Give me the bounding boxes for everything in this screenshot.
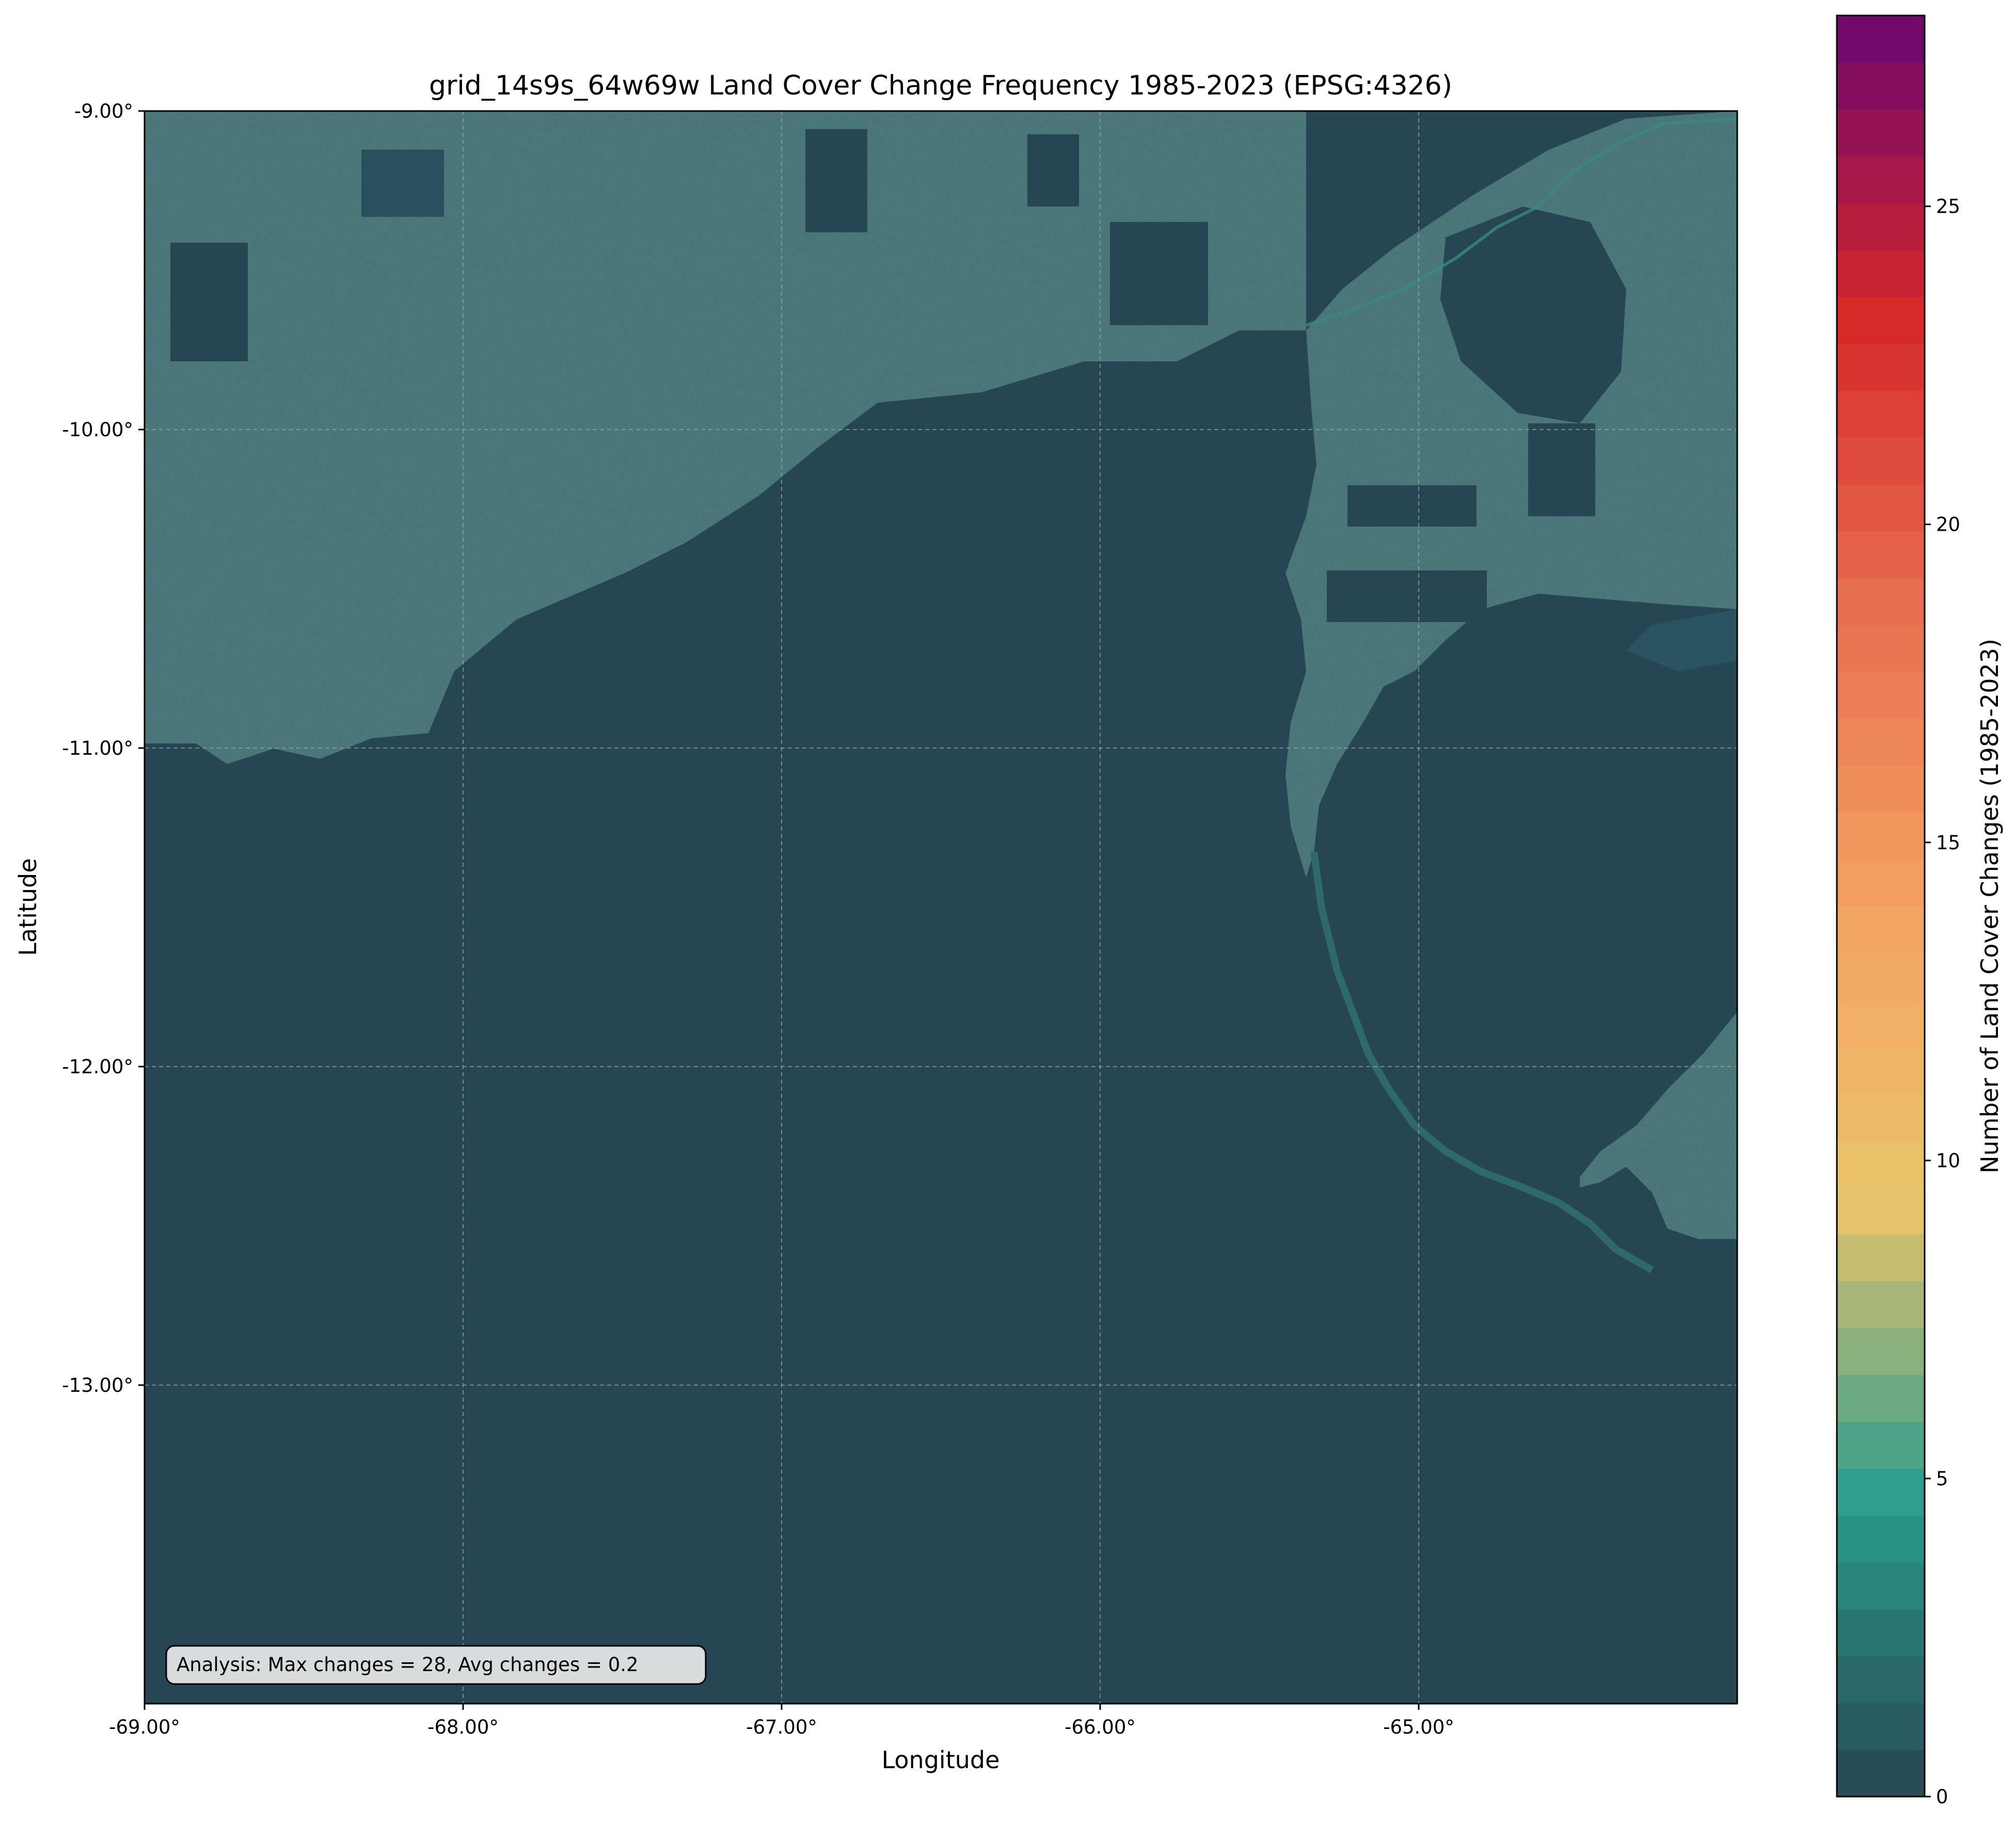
colorbar-segment: [1837, 390, 1925, 438]
river-line: [1306, 117, 1737, 327]
colorbar-segment: [1837, 859, 1925, 907]
colorbar-segment: [1837, 1750, 1925, 1797]
colorbar: [1837, 15, 1925, 1797]
x-tick-label: -69.00°: [109, 1716, 180, 1738]
analysis-annotation: Analysis: Max changes = 28, Avg changes …: [165, 1645, 707, 1685]
colorbar-segment: [1837, 1281, 1925, 1328]
y-tick-label: -9.00°: [74, 100, 133, 122]
forest-patch: [1347, 485, 1477, 527]
y-tick-label: -11.00°: [62, 737, 133, 759]
forest-patch: [1027, 134, 1079, 207]
colorbar-frame: [1836, 14, 1926, 1798]
colorbar-segment: [1837, 1140, 1925, 1188]
annotation-box: [165, 1645, 707, 1685]
colorbar-segment: [1837, 249, 1925, 297]
colorbar-segment: [1837, 672, 1925, 719]
y-tick-label: -10.00°: [62, 419, 133, 441]
x-tick-label: -67.00°: [746, 1716, 817, 1738]
colorbar-tick-label: 20: [1936, 514, 1960, 536]
colorbar-ticks: 0 5 10 15 20 25: [1925, 196, 1960, 1808]
forest-patch: [1110, 222, 1208, 325]
colorbar-segment: [1837, 1703, 1925, 1750]
forest-patch: [1327, 570, 1487, 622]
colorbar-segment: [1837, 1093, 1925, 1141]
colorbar-tick-label: 10: [1936, 1150, 1960, 1172]
colorbar-segment: [1837, 578, 1925, 625]
gridlines: [145, 111, 1737, 1704]
colorbar-segment: [1837, 718, 1925, 766]
colorbar-segment: [1837, 1421, 1925, 1469]
y-tick-label: -13.00°: [62, 1374, 133, 1396]
colorbar-segment: [1837, 812, 1925, 860]
colorbar-segment: [1837, 765, 1925, 813]
forest-patch: [1528, 423, 1595, 516]
colorbar-tick-label: 5: [1936, 1468, 1948, 1490]
colorbar-segment: [1837, 1468, 1925, 1516]
colorbar-segment: [1837, 62, 1925, 110]
y-tick-label: -12.00°: [62, 1056, 133, 1078]
colorbar-segment: [1837, 531, 1925, 579]
colorbar-tick-label: 0: [1936, 1786, 1948, 1808]
forest-patch: [170, 243, 248, 361]
map-area: [145, 111, 1737, 1704]
southeast-river-fringe: [1310, 851, 1654, 1274]
x-axis-label: Longitude: [882, 1746, 1000, 1774]
y-axis: -9.00° -10.00° -11.00° -12.00° -13.00°: [62, 100, 145, 1396]
colorbar-segment: [1837, 15, 1925, 63]
colorbar-segment: [1837, 999, 1925, 1047]
colorbar-segment: [1837, 296, 1925, 344]
colorbar-segment: [1837, 1328, 1925, 1375]
colorbar-segment: [1837, 343, 1925, 391]
colorbar-tick-label: 15: [1936, 832, 1960, 854]
x-tick-label: -68.00°: [427, 1716, 499, 1738]
colorbar-segment: [1837, 1656, 1925, 1704]
axes-frame: [144, 110, 1738, 1705]
colorbar-segment: [1837, 1609, 1925, 1657]
forest-patch: [361, 150, 444, 217]
forest-patch: [805, 129, 867, 232]
colorbar-segment: [1837, 437, 1925, 485]
colorbar-segment: [1837, 1046, 1925, 1094]
colorbar-segment: [1837, 952, 1925, 1001]
x-tick-label: -66.00°: [1065, 1716, 1136, 1738]
colorbar-segment: [1837, 625, 1925, 672]
colorbar-label: Number of Land Cover Changes (1985-2023): [1976, 639, 2004, 1173]
colorbar-segment: [1837, 109, 1925, 156]
chart-title: grid_14s9s_64w69w Land Cover Change Freq…: [429, 70, 1452, 101]
colorbar-segment: [1837, 1234, 1925, 1281]
annotation-text: Analysis: Max changes = 28, Avg changes …: [177, 1654, 639, 1676]
x-tick-label: -65.00°: [1383, 1716, 1454, 1738]
colorbar-segment: [1837, 1187, 1925, 1235]
y-axis-label: Latitude: [14, 858, 42, 956]
colorbar-segment: [1837, 484, 1925, 532]
colorbar-tick-label: 25: [1936, 196, 1960, 218]
east-edge-strip: [1626, 609, 1737, 671]
colorbar-segment: [1837, 1515, 1925, 1563]
forest-patch: [1440, 207, 1626, 423]
x-axis: -69.00° -68.00° -67.00° -66.00° -65.00°: [109, 1704, 1454, 1738]
southeast-change-region-texture: [1580, 1012, 1737, 1239]
colorbar-segment: [1837, 1374, 1925, 1422]
colorbar-segment: [1837, 1562, 1925, 1610]
north-change-region-texture: [145, 111, 1306, 764]
colorbar-segment: [1837, 156, 1925, 203]
colorbar-segment: [1837, 906, 1925, 954]
colorbar-segment: [1837, 203, 1925, 250]
